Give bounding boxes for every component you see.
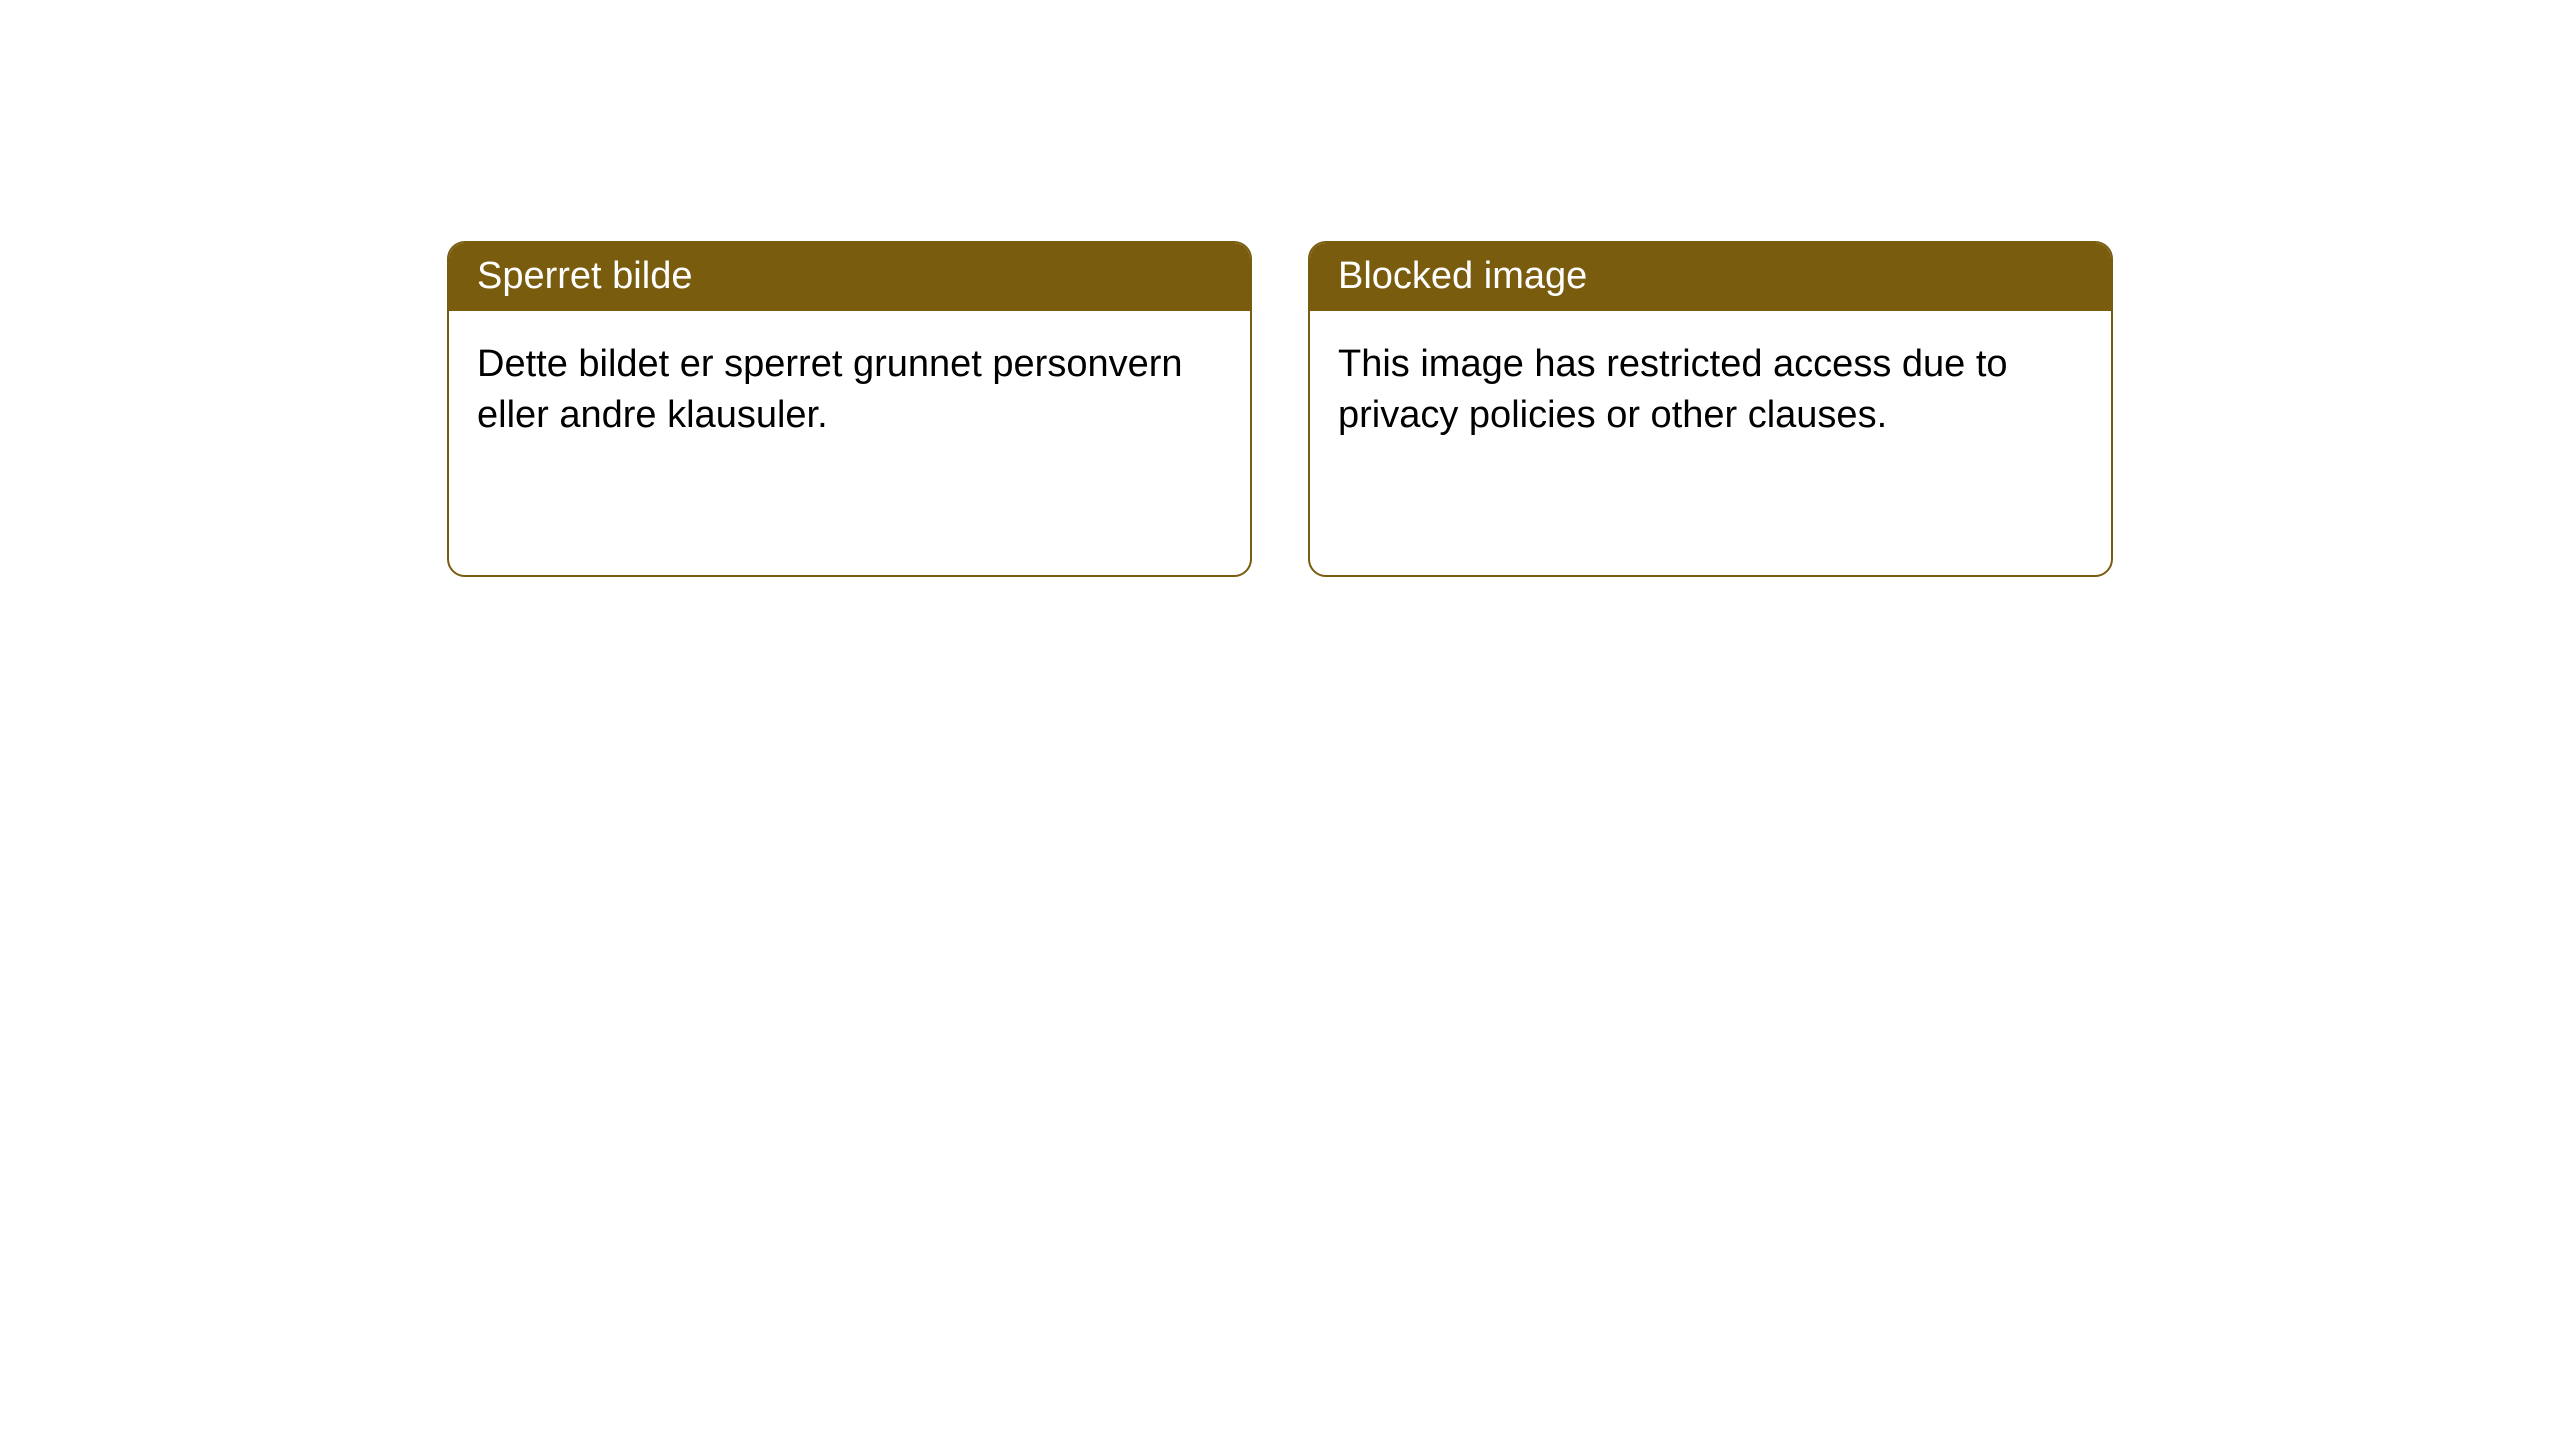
notice-container: Sperret bilde Dette bildet er sperret gr…	[0, 0, 2560, 577]
notice-header: Sperret bilde	[449, 243, 1250, 311]
notice-card-english: Blocked image This image has restricted …	[1308, 241, 2113, 577]
notice-card-norwegian: Sperret bilde Dette bildet er sperret gr…	[447, 241, 1252, 577]
notice-body: Dette bildet er sperret grunnet personve…	[449, 311, 1250, 470]
notice-body: This image has restricted access due to …	[1310, 311, 2111, 470]
notice-header: Blocked image	[1310, 243, 2111, 311]
